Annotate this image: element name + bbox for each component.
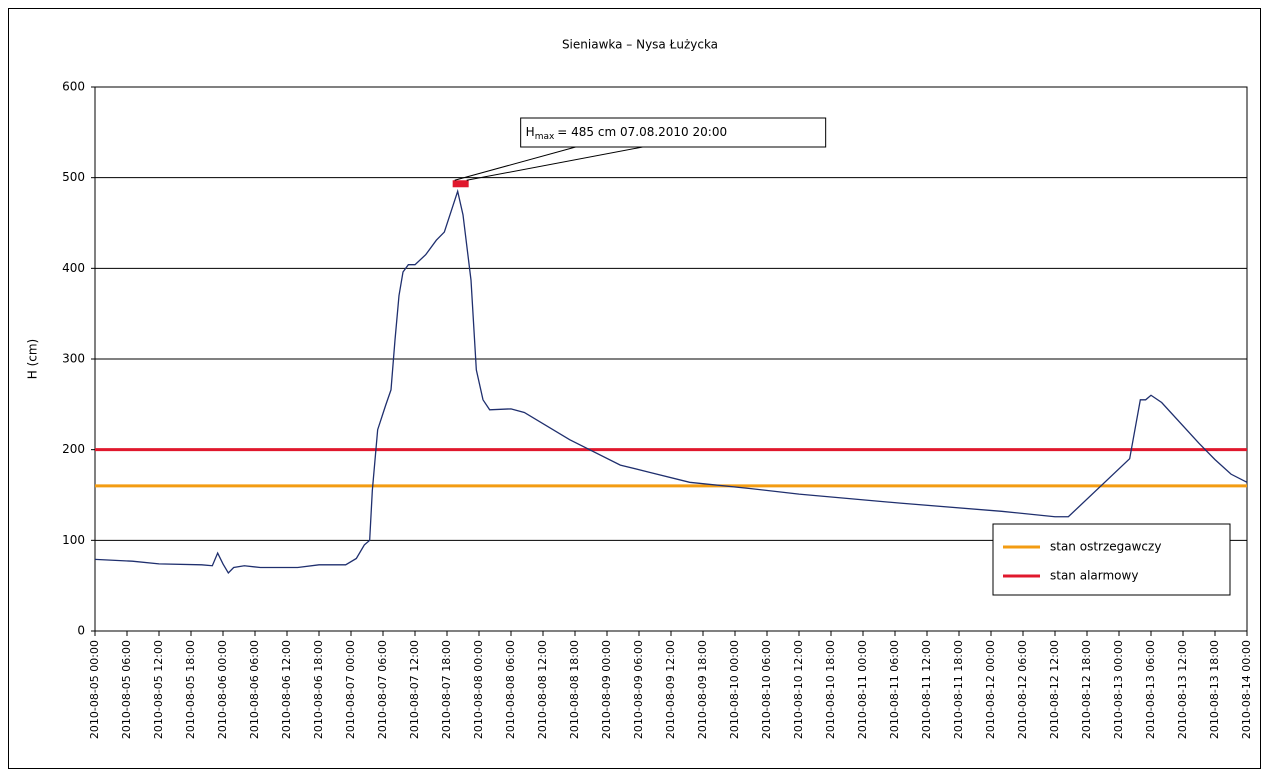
legend-box <box>992 523 1231 596</box>
annotation-marker <box>452 180 469 188</box>
x-tick-label: 2010-08-05 18:00 <box>184 640 197 739</box>
x-tick-label: 2010-08-05 00:00 <box>88 640 101 739</box>
x-tick-label: 2010-08-13 18:00 <box>1208 640 1221 739</box>
x-tick-label: 2010-08-12 12:00 <box>1048 640 1061 739</box>
annotation-leader <box>466 146 643 181</box>
x-tick-label: 2010-08-06 18:00 <box>312 640 325 739</box>
x-tick-label: 2010-08-09 00:00 <box>600 640 613 739</box>
x-tick-label: 2010-08-06 00:00 <box>216 640 229 739</box>
x-tick-label: 2010-08-10 00:00 <box>728 640 741 739</box>
y-axis-label: H (cm) <box>26 339 40 380</box>
x-tick-label: 2010-08-07 18:00 <box>440 640 453 739</box>
x-tick-label: 2010-08-06 06:00 <box>248 640 261 739</box>
annotation-box <box>520 117 827 148</box>
x-tick-label: 2010-08-07 12:00 <box>408 640 421 739</box>
annotation-leader <box>454 146 576 181</box>
x-tick-label: 2010-08-08 18:00 <box>568 640 581 739</box>
x-tick-label: 2010-08-13 00:00 <box>1112 640 1125 739</box>
y-tick-label: 500 <box>62 170 85 184</box>
y-tick-label: 600 <box>62 80 85 94</box>
legend-label: stan alarmowy <box>1050 569 1138 583</box>
y-tick-label: 100 <box>62 533 85 547</box>
chart-title: Sieniawka – Nysa Łużycka <box>562 38 718 52</box>
y-tick-label: 300 <box>62 352 85 366</box>
x-tick-label: 2010-08-10 12:00 <box>792 640 805 739</box>
line-series <box>94 188 1248 575</box>
x-tick-label: 2010-08-13 12:00 <box>1176 640 1189 739</box>
x-tick-label: 2010-08-12 06:00 <box>1016 640 1029 739</box>
x-tick-label: 2010-08-07 00:00 <box>344 640 357 739</box>
y-tick-label: 0 <box>77 624 85 638</box>
x-tick-label: 2010-08-07 06:00 <box>376 640 389 739</box>
x-tick-label: 2010-08-13 06:00 <box>1144 640 1157 739</box>
x-tick-label: 2010-08-06 12:00 <box>280 640 293 739</box>
x-tick-label: 2010-08-11 12:00 <box>920 640 933 739</box>
x-tick-label: 2010-08-12 18:00 <box>1080 640 1093 739</box>
x-tick-label: 2010-08-11 06:00 <box>888 640 901 739</box>
x-tick-label: 2010-08-08 12:00 <box>536 640 549 739</box>
x-tick-label: 2010-08-08 00:00 <box>472 640 485 739</box>
x-tick-label: 2010-08-12 00:00 <box>984 640 997 739</box>
x-tick-label: 2010-08-11 18:00 <box>952 640 965 739</box>
x-tick-label: 2010-08-09 12:00 <box>664 640 677 739</box>
x-tick-label: 2010-08-11 00:00 <box>856 640 869 739</box>
x-tick-label: 2010-08-10 18:00 <box>824 640 837 739</box>
annotation-symbol: H <box>526 125 535 139</box>
x-tick-label: 2010-08-09 18:00 <box>696 640 709 739</box>
annotation-subscript: max <box>535 132 555 142</box>
annotation-text: Hmax = 485 cm 07.08.2010 20:00 <box>526 125 727 142</box>
legend-label: stan ostrzegawczy <box>1050 540 1161 554</box>
x-tick-label: 2010-08-05 06:00 <box>120 640 133 739</box>
x-tick-label: 2010-08-05 12:00 <box>152 640 165 739</box>
x-tick-label: 2010-08-14 00:00 <box>1240 640 1253 739</box>
x-tick-label: 2010-08-08 06:00 <box>504 640 517 739</box>
y-tick-label: 200 <box>62 442 85 456</box>
y-tick-label: 400 <box>62 261 85 275</box>
x-tick-label: 2010-08-10 06:00 <box>760 640 773 739</box>
annotation-label: = 485 cm 07.08.2010 20:00 <box>557 125 727 139</box>
x-tick-label: 2010-08-09 06:00 <box>632 640 645 739</box>
